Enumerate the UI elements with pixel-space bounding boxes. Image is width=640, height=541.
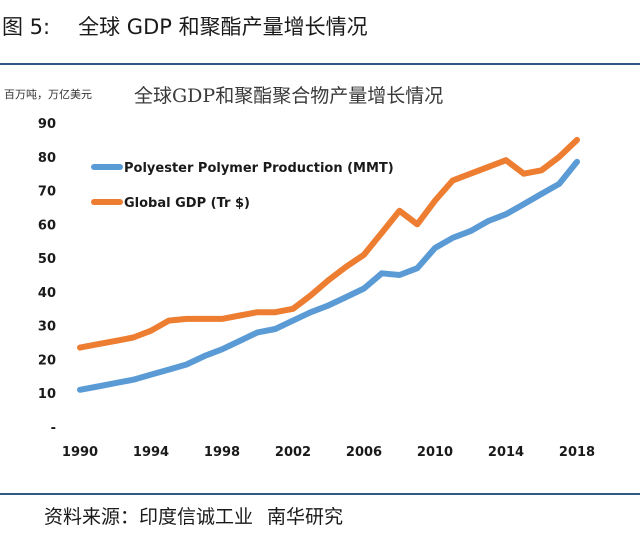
series-0-point [201, 353, 207, 359]
legend-label: Global GDP (Tr $) [124, 196, 250, 211]
series-0-point [556, 181, 562, 187]
source-note: 资料来源：印度信诚工业 南华研究 [44, 502, 343, 529]
series-0-point [379, 270, 385, 276]
series-1-point [556, 154, 562, 160]
series-0-point [432, 245, 438, 251]
y-tick-label: 50 [38, 252, 56, 267]
series-0-point [112, 380, 119, 386]
series-0-point [521, 201, 527, 207]
series-0-point [237, 338, 243, 344]
series-1-point [112, 338, 119, 344]
series-0-point [503, 211, 509, 217]
series-0-point [343, 294, 349, 300]
y-tick-label: 20 [38, 353, 56, 368]
series-1-point [183, 316, 190, 322]
x-tick-label: 2006 [346, 445, 382, 460]
source-text: 资料来源：印度信诚工业 [44, 506, 254, 528]
series-1-point [95, 341, 101, 347]
series-0-point [219, 346, 225, 352]
y-tick-label: 10 [38, 387, 56, 402]
x-tick-label: 2014 [488, 445, 524, 460]
y-tick-label: 40 [38, 286, 56, 301]
series-1-point [379, 230, 385, 236]
series-1-point [272, 309, 278, 315]
legend-label: Polyester Polymer Production (MMT) [124, 161, 394, 176]
series-0-point [450, 235, 456, 241]
y-tick-label: 80 [38, 151, 56, 166]
series-1-point [219, 316, 225, 322]
series-0-point [414, 265, 420, 271]
series-1-point [521, 171, 527, 177]
line-chart: 百万吨，万亿美元 全球GDP和聚酯聚合物产量增长情况 - 10 20 30 40 50 60… [4, 85, 595, 460]
x-tick-label: 1990 [62, 445, 98, 460]
series-1-point [485, 164, 491, 170]
series-0-point [361, 285, 367, 292]
series-0-point [272, 326, 278, 332]
top-rule [0, 63, 640, 65]
y-tick-label: 90 [38, 117, 56, 132]
x-tick-label: 2010 [417, 445, 453, 460]
series-0-point [77, 387, 83, 393]
series-1-point [254, 309, 261, 315]
series-1-point [343, 264, 349, 270]
series-1-point [237, 312, 243, 319]
series-0-point [308, 309, 314, 315]
x-tick-label: 2018 [559, 445, 595, 460]
series-1-point [432, 198, 438, 204]
series-lines [77, 136, 580, 393]
series-1-point [450, 177, 456, 183]
y-tick-label: 60 [38, 218, 56, 233]
series-1-point [361, 252, 367, 258]
series-1-point [467, 171, 474, 177]
x-tick-label: 2002 [275, 445, 311, 460]
legend: Polyester Polymer Production (MMT) Global… [91, 161, 394, 211]
series-1-point [503, 157, 509, 163]
y-tick-label: 30 [38, 320, 56, 335]
series-1-point [290, 306, 296, 312]
series-0-point [166, 367, 172, 373]
series-0-point [95, 383, 101, 390]
series-0-point [574, 159, 580, 165]
unit-label: 百万吨，万亿美元 [4, 88, 92, 101]
series-1-point [308, 292, 314, 298]
series-0-point [254, 329, 261, 335]
series-1-point [130, 334, 136, 341]
series-1-point [396, 208, 403, 214]
series-0-point [290, 318, 296, 324]
y-axis-ticks: - 10 20 30 40 50 60 70 80 90 [38, 117, 56, 436]
series-0-point [130, 377, 136, 383]
source-org: 南华研究 [267, 506, 344, 528]
series-1-point [538, 167, 545, 173]
series-0-point [396, 272, 403, 278]
series-1-point [574, 137, 580, 143]
series-0-point [148, 372, 154, 378]
y-tick-label: - [51, 421, 56, 436]
series-1-point [414, 221, 420, 227]
series-0-point [467, 228, 474, 234]
figure-title: 全球 GDP 和聚酯产量增长情况 [78, 15, 368, 39]
series-1-point [148, 328, 154, 334]
figure-number: 图 5: [2, 15, 51, 39]
series-1-point [325, 277, 332, 283]
series-0-point [183, 361, 190, 368]
x-axis-ticks: 1990 1994 1998 2002 2006 2010 2014 2018 [62, 445, 595, 460]
figure-header: 图 5: 全球 GDP 和聚酯产量增长情况 [0, 0, 640, 52]
x-tick-label: 1998 [204, 445, 240, 460]
chart-title: 全球GDP和聚酯聚合物产量增长情况 [134, 85, 443, 107]
y-tick-label: 70 [38, 185, 56, 200]
bottom-rule [0, 493, 640, 495]
x-tick-label: 1994 [133, 445, 169, 460]
series-0-point [325, 302, 332, 308]
series-1-point [166, 318, 172, 324]
series-0-point [538, 191, 545, 197]
series-1-point [77, 345, 83, 351]
series-1-point [201, 316, 207, 322]
series-0-point [485, 218, 491, 224]
